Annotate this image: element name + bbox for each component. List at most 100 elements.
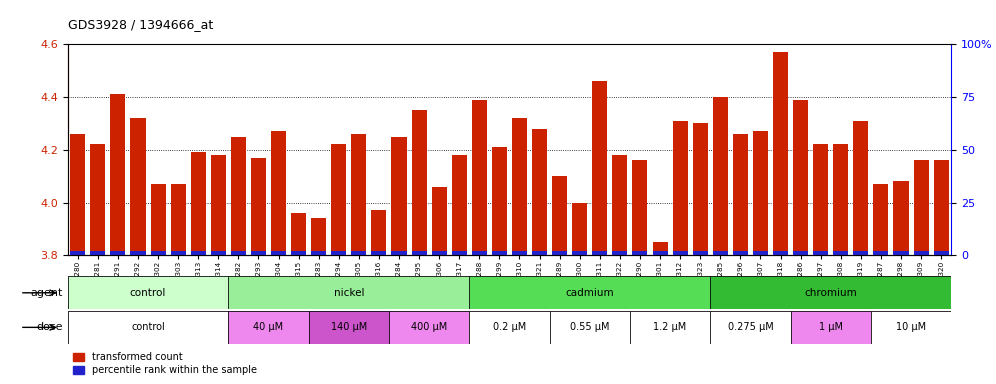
Bar (593, 81, 608, 255)
Bar (532, 251, 547, 255)
Bar (710, 311, 791, 344)
Bar (913, 161, 928, 255)
Text: 40 μM: 40 μM (253, 322, 284, 333)
Bar (130, 118, 145, 255)
Bar (854, 251, 869, 255)
Text: 0.2 μM: 0.2 μM (493, 322, 526, 333)
Bar (231, 251, 246, 255)
Bar (873, 251, 888, 255)
Text: 400 μM: 400 μM (411, 322, 447, 333)
Text: 1 μM: 1 μM (819, 322, 843, 333)
Text: 1.2 μM: 1.2 μM (653, 322, 686, 333)
Bar (452, 251, 467, 255)
Bar (431, 187, 447, 255)
Bar (311, 218, 327, 255)
Bar (733, 134, 748, 255)
Bar (893, 251, 908, 255)
Text: nickel: nickel (334, 288, 365, 298)
Bar (469, 276, 710, 309)
Bar (228, 311, 309, 344)
Bar (170, 251, 185, 255)
Bar (372, 210, 386, 255)
Bar (632, 251, 647, 255)
Bar (871, 311, 951, 344)
Bar (332, 251, 347, 255)
Bar (452, 155, 467, 255)
Bar (893, 182, 908, 255)
Bar (332, 144, 347, 255)
Bar (311, 251, 327, 255)
Bar (791, 311, 871, 344)
Bar (652, 251, 667, 255)
Text: chromium: chromium (805, 288, 858, 298)
Bar (552, 176, 567, 255)
Bar (150, 184, 165, 255)
Text: GDS3928 / 1394666_at: GDS3928 / 1394666_at (68, 18, 213, 31)
Bar (228, 276, 469, 309)
Bar (692, 251, 708, 255)
Bar (130, 251, 145, 255)
Bar (632, 161, 647, 255)
Bar (913, 251, 928, 255)
Bar (411, 251, 426, 255)
Bar (793, 251, 808, 255)
Bar (352, 134, 367, 255)
Bar (190, 251, 206, 255)
Bar (391, 251, 406, 255)
Bar (854, 121, 869, 255)
Bar (111, 94, 125, 255)
Bar (68, 276, 228, 309)
Text: cadmium: cadmium (566, 288, 615, 298)
Bar (629, 311, 710, 344)
Bar (572, 203, 588, 255)
Bar (672, 121, 687, 255)
Bar (613, 155, 627, 255)
Text: dose: dose (36, 322, 63, 333)
Bar (91, 251, 106, 255)
Bar (550, 311, 629, 344)
Bar (391, 137, 406, 255)
Bar (710, 276, 951, 309)
Bar (469, 311, 550, 344)
Bar (552, 251, 567, 255)
Bar (512, 251, 527, 255)
Bar (389, 311, 469, 344)
Text: 0.275 μM: 0.275 μM (727, 322, 773, 333)
Bar (271, 251, 286, 255)
Bar (753, 251, 768, 255)
Bar (411, 110, 426, 255)
Text: agent: agent (30, 288, 63, 298)
Bar (352, 251, 367, 255)
Bar (713, 251, 728, 255)
Text: 140 μM: 140 μM (331, 322, 367, 333)
Bar (773, 52, 788, 255)
Bar (251, 251, 266, 255)
Bar (372, 251, 386, 255)
Bar (150, 251, 165, 255)
Bar (593, 251, 608, 255)
Bar (472, 99, 487, 255)
Bar (672, 251, 687, 255)
Bar (813, 144, 829, 255)
Text: 10 μM: 10 μM (896, 322, 926, 333)
Bar (492, 251, 507, 255)
Bar (71, 134, 86, 255)
Bar (834, 144, 849, 255)
Bar (190, 152, 206, 255)
Bar (733, 251, 748, 255)
Bar (713, 97, 728, 255)
Bar (271, 131, 286, 255)
Bar (773, 251, 788, 255)
Bar (111, 251, 125, 255)
Text: 0.55 μM: 0.55 μM (570, 322, 610, 333)
Bar (572, 251, 588, 255)
Bar (532, 129, 547, 255)
Bar (492, 147, 507, 255)
Bar (933, 251, 948, 255)
Bar (170, 184, 185, 255)
Text: control: control (129, 288, 166, 298)
Bar (793, 99, 808, 255)
Bar (251, 158, 266, 255)
Bar (71, 251, 86, 255)
Bar (68, 311, 228, 344)
